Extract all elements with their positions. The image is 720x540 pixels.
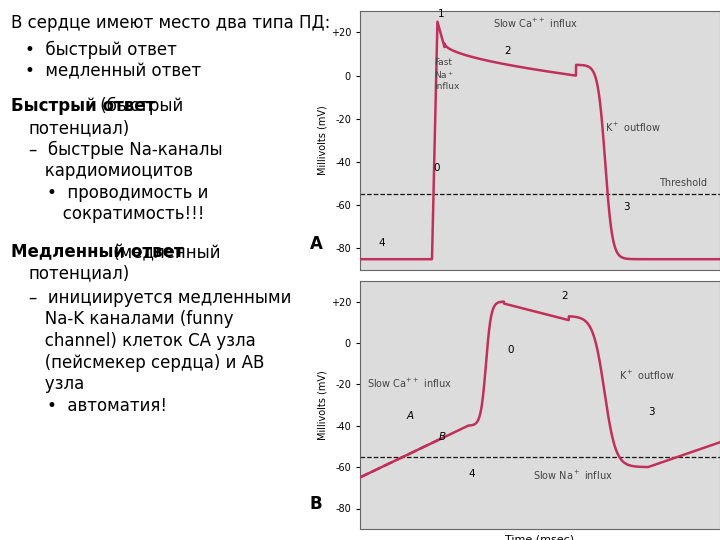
Text: 0: 0 — [508, 345, 514, 355]
Text: •  быстрый ответ: • быстрый ответ — [25, 40, 177, 59]
Text: K$^+$ outflow: K$^+$ outflow — [619, 369, 675, 382]
Text: A: A — [407, 411, 414, 422]
Text: Fast
Na$^+$
influx: Fast Na$^+$ influx — [433, 58, 459, 91]
Text: –  быстрые Na-каналы: – быстрые Na-каналы — [29, 140, 222, 159]
Text: B: B — [310, 495, 323, 514]
Text: 4: 4 — [378, 238, 384, 248]
Text: Na-K каналами (funny: Na-K каналами (funny — [29, 310, 233, 328]
Text: 3: 3 — [623, 201, 629, 212]
Text: (пейсмекер сердца) и АВ: (пейсмекер сердца) и АВ — [29, 354, 264, 372]
Text: кардиомиоцитов: кардиомиоцитов — [29, 162, 193, 180]
Text: •  проводимость и: • проводимость и — [47, 184, 208, 201]
Text: Threshold: Threshold — [659, 178, 707, 188]
Text: Slow Na$^+$ influx: Slow Na$^+$ influx — [533, 468, 613, 482]
Text: 2: 2 — [562, 292, 568, 301]
Text: •  автоматия!: • автоматия! — [47, 397, 167, 415]
Text: (медленный: (медленный — [108, 243, 220, 261]
Text: channel) клеток СА узла: channel) клеток СА узла — [29, 332, 256, 350]
Text: A: A — [310, 235, 323, 253]
Text: 2: 2 — [504, 46, 510, 56]
Text: •  медленный ответ: • медленный ответ — [25, 62, 202, 80]
Text: В сердце имеют место два типа ПД:: В сердце имеют место два типа ПД: — [11, 14, 330, 31]
Text: –  инициируется медленными: – инициируется медленными — [29, 289, 291, 307]
Text: K$^+$ outflow: K$^+$ outflow — [605, 120, 661, 134]
Text: потенциал): потенциал) — [29, 119, 130, 137]
Text: 0: 0 — [433, 163, 441, 173]
Text: B: B — [439, 432, 446, 442]
Text: 4: 4 — [468, 469, 474, 480]
Text: потенциал): потенциал) — [29, 265, 130, 282]
Text: Slow Ca$^{++}$ influx: Slow Ca$^{++}$ influx — [367, 377, 452, 390]
Text: Быстрый ответ: Быстрый ответ — [11, 97, 156, 115]
Y-axis label: Millivolts (mV): Millivolts (mV) — [318, 105, 328, 176]
Y-axis label: Millivolts (mV): Millivolts (mV) — [318, 370, 328, 440]
X-axis label: Time (msec): Time (msec) — [505, 535, 575, 540]
Text: узла: узла — [29, 375, 84, 393]
Text: Slow Ca$^{++}$ influx: Slow Ca$^{++}$ influx — [493, 17, 578, 30]
Text: 3: 3 — [648, 407, 654, 417]
Text: Медленный ответ: Медленный ответ — [11, 243, 184, 261]
Text: (быстрый: (быстрый — [95, 97, 184, 116]
Text: 1: 1 — [438, 9, 445, 19]
Text: сократимость!!!: сократимость!!! — [47, 205, 204, 223]
